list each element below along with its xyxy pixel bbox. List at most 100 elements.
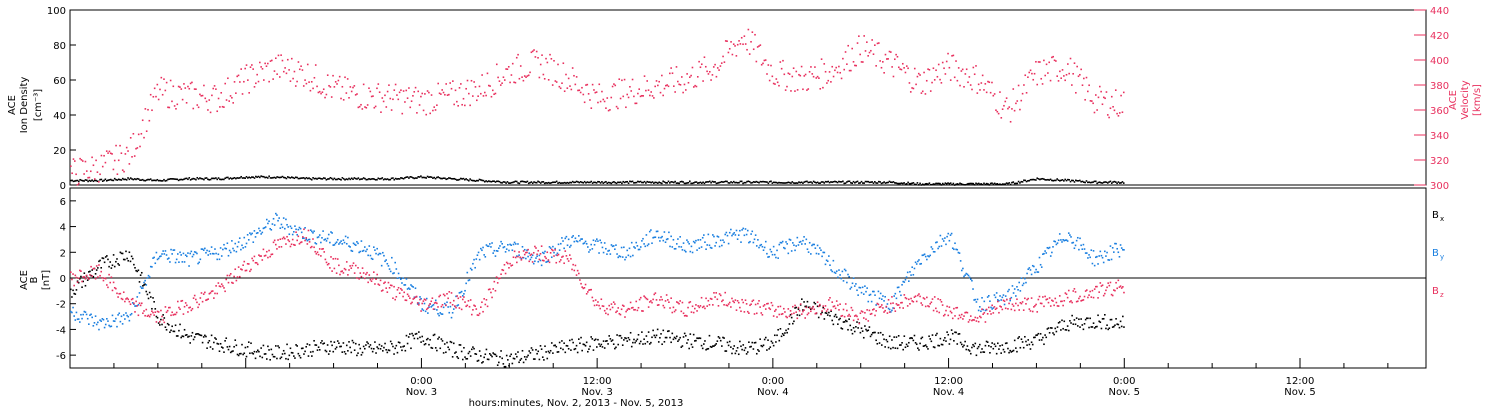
bottom-point-bz bbox=[370, 280, 373, 283]
top-point-velocity bbox=[1016, 100, 1019, 102]
bottom-point-bz bbox=[126, 297, 128, 299]
bottom-point-bx bbox=[322, 342, 324, 345]
bottom-point-by bbox=[187, 252, 189, 254]
top-point-ion-density bbox=[151, 179, 153, 182]
bottom-point-by bbox=[945, 243, 947, 246]
bottom-point-by bbox=[1057, 239, 1060, 242]
bottom-point-by bbox=[1114, 242, 1116, 245]
top-point-velocity bbox=[811, 73, 814, 75]
top-point-velocity bbox=[470, 79, 473, 82]
bottom-point-bx bbox=[1088, 326, 1090, 329]
top-point-ion-density bbox=[77, 180, 80, 183]
bottom-point-bx bbox=[844, 319, 847, 322]
bottom-point-bz bbox=[804, 317, 806, 319]
top-point-velocity bbox=[531, 50, 534, 53]
bottom-point-bx bbox=[498, 361, 500, 364]
top-point-ion-density bbox=[989, 182, 992, 185]
top-point-ion-density bbox=[491, 180, 494, 183]
top-left-tick-label: 100 bbox=[47, 6, 66, 17]
top-left-ylabel-line3: [cm⁻³] bbox=[33, 89, 44, 121]
bottom-point-bx bbox=[335, 346, 338, 349]
top-point-ion-density bbox=[498, 180, 501, 183]
bottom-point-bz bbox=[140, 302, 143, 305]
bottom-point-bx bbox=[591, 338, 594, 340]
bottom-point-bx bbox=[959, 341, 962, 344]
bottom-point-bx bbox=[1031, 343, 1034, 346]
bottom-point-by bbox=[273, 224, 276, 226]
top-point-velocity bbox=[581, 86, 583, 89]
bottom-ylabel-line2: B bbox=[29, 276, 40, 283]
bottom-point-bz bbox=[838, 309, 840, 311]
bottom-point-bz bbox=[331, 270, 333, 272]
bottom-point-bx bbox=[501, 357, 504, 360]
bottom-point-bx bbox=[332, 350, 335, 353]
bottom-point-bz bbox=[548, 261, 551, 264]
bottom-point-bz bbox=[182, 313, 185, 315]
top-point-ion-density bbox=[1105, 181, 1108, 184]
top-point-velocity bbox=[722, 55, 724, 58]
bottom-point-by bbox=[694, 241, 696, 244]
bottom-point-bz bbox=[277, 239, 279, 241]
top-point-velocity bbox=[897, 66, 900, 69]
top-point-ion-density bbox=[88, 179, 91, 182]
bottom-point-bz bbox=[384, 281, 386, 284]
bottom-point-bz bbox=[181, 299, 184, 302]
bottom-point-bx bbox=[768, 348, 770, 350]
top-point-velocity bbox=[1114, 89, 1117, 91]
bottom-point-bz bbox=[487, 288, 490, 291]
bottom-point-bz bbox=[169, 306, 171, 309]
top-point-velocity bbox=[362, 83, 365, 86]
bottom-point-bx bbox=[917, 347, 919, 350]
bottom-point-by bbox=[623, 246, 625, 249]
top-point-velocity bbox=[225, 99, 228, 101]
bottom-tick-label: -2 bbox=[56, 300, 66, 311]
bottom-point-bz bbox=[395, 295, 398, 298]
bottom-point-bz bbox=[588, 289, 590, 291]
bottom-point-by bbox=[781, 240, 784, 243]
bottom-point-by bbox=[129, 314, 132, 316]
bottom-point-by bbox=[883, 300, 885, 302]
top-point-velocity bbox=[155, 95, 157, 98]
top-point-velocity bbox=[523, 75, 526, 77]
top-point-ion-density bbox=[623, 181, 626, 184]
top-point-velocity bbox=[280, 54, 282, 56]
top-point-velocity bbox=[720, 62, 723, 64]
bottom-point-bx bbox=[644, 342, 647, 345]
bottom-point-bx bbox=[951, 332, 954, 335]
bottom-point-by bbox=[109, 325, 112, 328]
bottom-point-by bbox=[166, 258, 169, 260]
bottom-point-bx bbox=[616, 334, 618, 336]
bottom-point-bx bbox=[790, 316, 793, 319]
bottom-point-by bbox=[450, 316, 453, 319]
bottom-point-bx bbox=[224, 340, 226, 342]
top-point-ion-density bbox=[579, 180, 582, 183]
bottom-point-by bbox=[766, 252, 768, 255]
bottom-point-bx bbox=[840, 327, 843, 329]
bottom-point-by bbox=[359, 250, 362, 253]
bottom-point-by bbox=[211, 252, 214, 255]
top-point-ion-density bbox=[1095, 180, 1097, 183]
bottom-point-by bbox=[396, 277, 399, 280]
top-point-velocity bbox=[302, 85, 305, 87]
top-point-velocity bbox=[760, 63, 763, 66]
top-point-ion-density bbox=[501, 182, 503, 184]
top-point-velocity bbox=[778, 84, 780, 87]
bottom-point-by bbox=[156, 258, 159, 261]
bottom-point-bz bbox=[468, 305, 471, 308]
top-point-velocity bbox=[290, 57, 293, 60]
bottom-point-bz bbox=[706, 305, 709, 307]
bottom-point-by bbox=[659, 240, 661, 242]
bottom-point-bx bbox=[767, 339, 769, 341]
bottom-point-by bbox=[954, 242, 956, 245]
top-point-velocity bbox=[1069, 57, 1072, 60]
top-point-ion-density bbox=[1051, 179, 1053, 182]
top-point-velocity bbox=[944, 73, 947, 75]
bottom-point-by bbox=[929, 254, 932, 257]
bottom-point-bx bbox=[311, 355, 313, 357]
bottom-point-by bbox=[223, 243, 225, 246]
top-right-ylabel-line1: ACE bbox=[1448, 90, 1459, 110]
top-point-ion-density bbox=[1106, 182, 1109, 184]
top-point-velocity bbox=[605, 107, 607, 109]
top-point-velocity bbox=[666, 84, 668, 86]
bottom-point-bz bbox=[905, 297, 908, 300]
